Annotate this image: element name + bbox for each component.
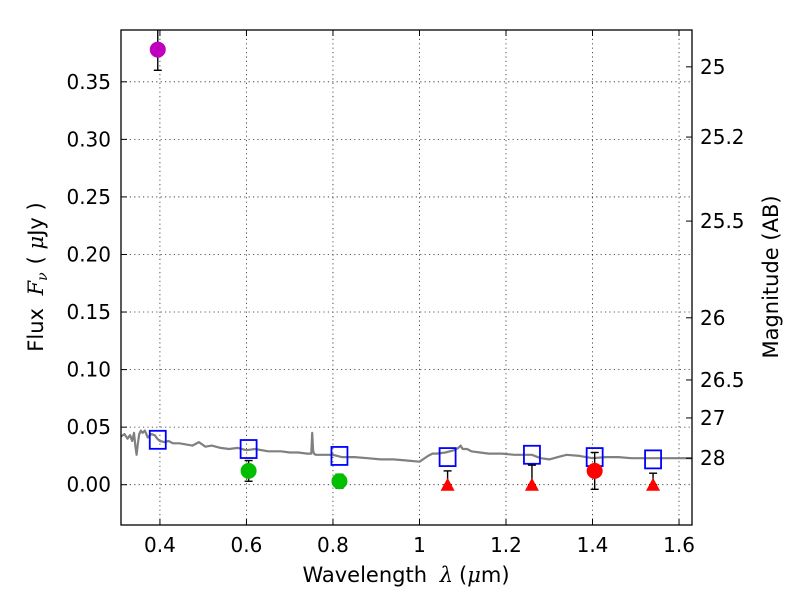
x-tick-label: 1.4 [577,533,609,557]
y2-tick-label: 28 [700,446,725,470]
grid [121,30,692,525]
y-tick-label: 0.30 [66,127,111,151]
axis-ticks [121,30,692,525]
y-tick-label: 0.10 [66,358,111,382]
x-tick-label: 1 [413,533,426,557]
plot-frame [120,29,693,526]
x-tick-label: 1.6 [663,533,695,557]
data-point-marker [586,462,603,479]
x-tick-label: 0.6 [231,533,263,557]
y2-tick-label: 25.5 [700,209,745,233]
y-tick-label: 0.05 [66,415,111,439]
plot-area [121,30,692,491]
upper-limit-marker [440,477,455,491]
y-tick-label: 0.15 [66,300,111,324]
data-point-marker [149,41,166,58]
synthetic-square-marker [523,444,541,465]
data-point-marker [331,473,348,490]
synthetic-square-marker [330,446,349,466]
y-tick-label: 0.20 [66,242,111,266]
y-tick-label: 0.35 [66,70,111,94]
y2-tick-label: 27 [700,406,725,430]
y-tick-label: 0.00 [66,473,111,497]
y2-tick-label: 26 [700,306,725,330]
y2-tick-labels: 25 25.2 25.5 26 26.5 27 28 [700,55,745,470]
synthetic-square-marker [644,449,662,470]
synthetic-square-marker [438,447,457,467]
x-tick-labels: 0.4 0.6 0.8 1 1.2 1.4 1.6 [144,533,695,557]
synthetic-square-marker [239,439,258,459]
data-point-marker [240,462,257,479]
y-axis-label: Flux Fν( μJy ) [24,202,51,351]
y2-axis-label: Magnitude (AB) [759,195,783,358]
x-tick-label: 0.8 [317,533,349,557]
synthetic-square-marker [148,429,167,450]
y-tick-label: 0.25 [66,185,111,209]
upper-limit-marker [646,477,661,491]
x-tick-label: 1.2 [490,533,522,557]
y2-tick-label: 26.5 [700,368,745,392]
y2-tick-label: 25 [700,55,725,79]
model-spectrum-line [121,429,692,463]
x-axis-label: Wavelength λ (μm) [302,563,509,587]
y2-tick-label: 25.2 [700,125,745,149]
x-tick-label: 0.4 [144,533,176,557]
upper-limit-marker [524,477,539,491]
y-tick-labels: 0.00 0.05 0.10 0.15 0.20 0.25 0.30 0.35 [66,70,111,497]
